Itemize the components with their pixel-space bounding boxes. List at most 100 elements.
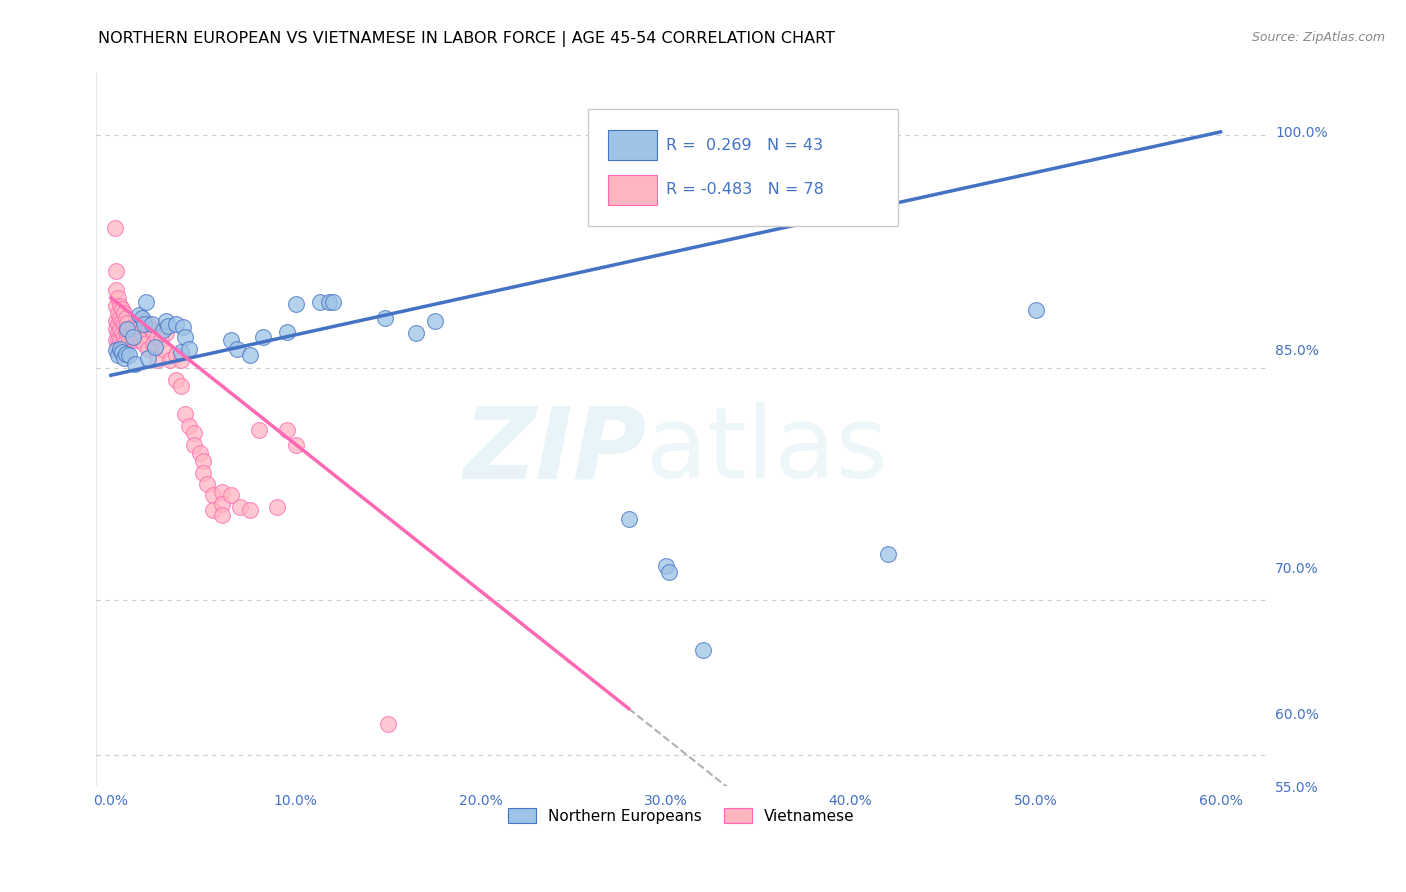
Point — [201, 503, 224, 517]
Point — [124, 333, 146, 347]
Point — [225, 342, 247, 356]
FancyBboxPatch shape — [607, 175, 657, 205]
Point — [165, 317, 187, 331]
Point — [118, 322, 141, 336]
Point — [617, 797, 640, 812]
Point — [423, 314, 446, 328]
Point — [195, 476, 218, 491]
Point — [170, 379, 193, 393]
Point — [105, 333, 128, 347]
Point — [247, 423, 270, 437]
Point — [219, 333, 242, 347]
Point — [112, 340, 135, 354]
Point — [170, 345, 193, 359]
Point — [201, 488, 224, 502]
Point — [118, 348, 141, 362]
Point — [118, 333, 141, 347]
Point — [120, 326, 142, 341]
Point — [193, 453, 215, 467]
Point — [103, 221, 125, 235]
Point — [112, 317, 135, 331]
Point — [117, 326, 139, 341]
Point — [211, 484, 233, 499]
Point — [152, 323, 174, 337]
Point — [117, 322, 139, 336]
Point — [284, 438, 307, 452]
Point — [111, 301, 134, 316]
Point — [172, 320, 194, 334]
FancyBboxPatch shape — [588, 109, 898, 227]
Point — [111, 326, 134, 341]
Point — [124, 358, 146, 372]
Text: atlas: atlas — [647, 402, 889, 500]
Point — [146, 329, 169, 343]
Point — [107, 348, 129, 362]
Point — [193, 466, 215, 480]
Point — [136, 317, 159, 331]
Point — [238, 348, 260, 362]
Point — [136, 342, 159, 356]
Point — [183, 425, 205, 440]
Point — [114, 333, 136, 347]
Point — [654, 559, 676, 574]
Point — [276, 325, 298, 339]
Text: R = -0.483   N = 78: R = -0.483 N = 78 — [666, 183, 824, 197]
FancyBboxPatch shape — [607, 130, 657, 160]
Point — [136, 351, 159, 366]
Point — [112, 329, 135, 343]
Point — [152, 342, 174, 356]
Point — [111, 345, 134, 359]
Point — [177, 342, 200, 356]
Point — [108, 322, 131, 336]
Point — [134, 317, 156, 331]
Point — [173, 407, 195, 421]
Point — [423, 810, 446, 824]
Point — [692, 642, 714, 657]
Point — [252, 329, 274, 343]
Point — [108, 342, 131, 356]
Text: NORTHERN EUROPEAN VS VIETNAMESE IN LABOR FORCE | AGE 45-54 CORRELATION CHART: NORTHERN EUROPEAN VS VIETNAMESE IN LABOR… — [98, 31, 835, 47]
Point — [112, 351, 135, 366]
Point — [308, 295, 330, 310]
Point — [658, 565, 681, 579]
Point — [238, 503, 260, 517]
Point — [405, 326, 427, 341]
Point — [134, 337, 156, 351]
Point — [211, 497, 233, 511]
Point — [188, 446, 211, 460]
Point — [107, 306, 129, 320]
Point — [131, 310, 153, 325]
Point — [219, 488, 242, 502]
Point — [107, 340, 129, 354]
Point — [112, 306, 135, 320]
Point — [141, 322, 163, 336]
Point — [266, 500, 288, 514]
Point — [211, 508, 233, 522]
Point — [105, 343, 128, 358]
Point — [143, 340, 166, 354]
Point — [114, 322, 136, 336]
Point — [318, 295, 340, 310]
Point — [107, 333, 129, 347]
Point — [284, 297, 307, 311]
Point — [170, 352, 193, 367]
Point — [105, 322, 128, 336]
Text: Source: ZipAtlas.com: Source: ZipAtlas.com — [1251, 31, 1385, 45]
Point — [108, 299, 131, 313]
Point — [617, 512, 640, 526]
Point — [105, 299, 128, 313]
Point — [105, 314, 128, 328]
Point — [374, 310, 396, 325]
Point — [1025, 303, 1047, 318]
Point — [105, 283, 128, 297]
Point — [108, 310, 131, 325]
Point — [111, 337, 134, 351]
Point — [141, 317, 163, 331]
Point — [128, 326, 150, 341]
Point — [125, 322, 148, 336]
Point — [165, 348, 187, 362]
Point — [159, 352, 181, 367]
Point — [142, 337, 165, 351]
Point — [229, 500, 252, 514]
Point — [155, 314, 177, 328]
